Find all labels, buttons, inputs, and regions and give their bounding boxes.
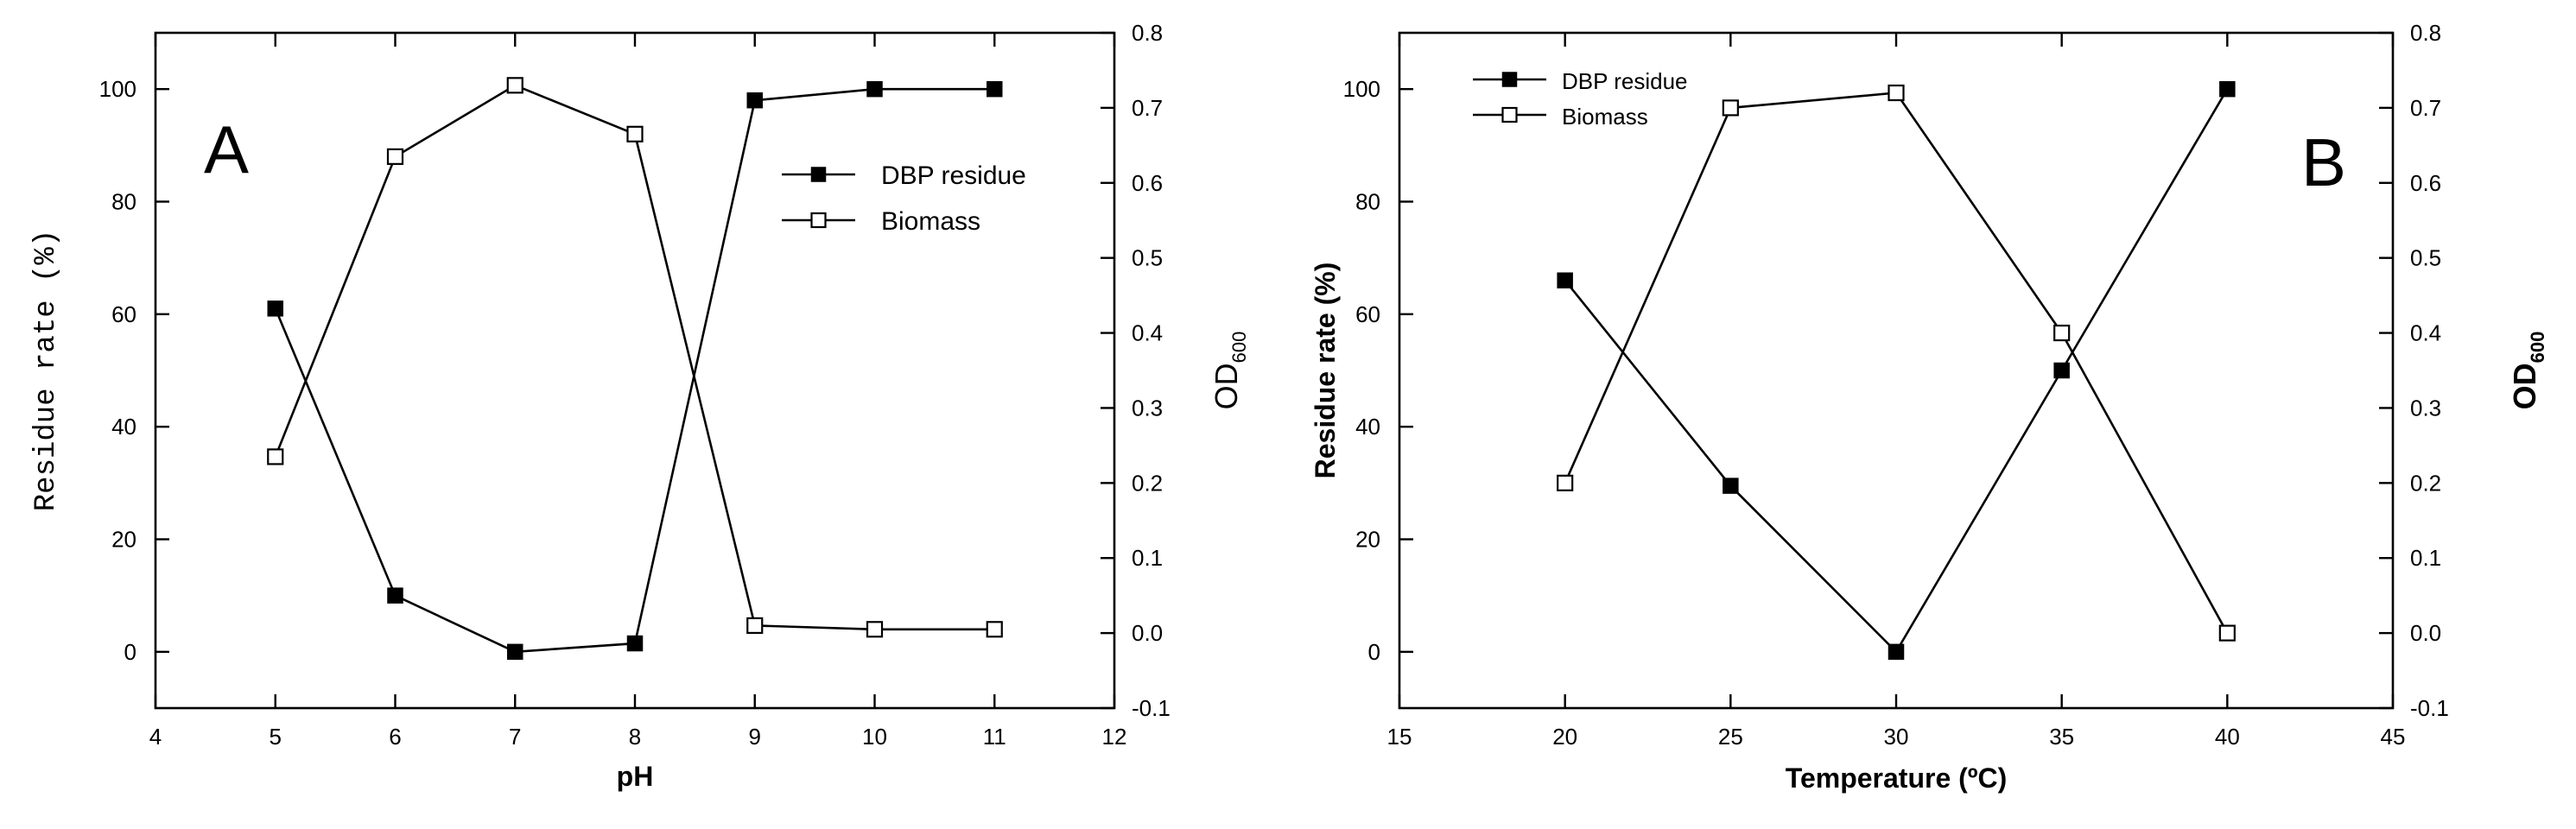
x-tick-label: 5 [270, 724, 282, 750]
panel-label: A [204, 111, 249, 187]
legend-biomass-label: Biomass [881, 207, 980, 236]
biomass-point [746, 617, 764, 635]
biomass-point [986, 621, 1003, 638]
dbp-residue-point [507, 643, 523, 661]
x-tick-label: 8 [629, 724, 641, 750]
dbp-residue-point [387, 587, 403, 604]
x-tick-label: 7 [509, 724, 521, 750]
biomass-point [1722, 99, 1739, 117]
y-left-tick-label: 100 [1343, 76, 1380, 102]
dbp-residue-point [987, 80, 1003, 98]
y-right-tick-label: 0.3 [2410, 395, 2441, 421]
x-axis-title: pH [617, 761, 654, 792]
legend-biomass-marker [810, 212, 827, 229]
legend-biomass-label: Biomass [1562, 104, 1648, 130]
y-right-axis-title-subscript: 600 [2527, 332, 2548, 364]
y-right-tick-label: 0.6 [1132, 170, 1163, 196]
x-axis-title: Temperature (ºC) [1786, 763, 2007, 794]
y-left-tick-label: 40 [111, 414, 136, 440]
x-tick-label: 10 [862, 724, 887, 750]
biomass-point [2053, 324, 2071, 342]
y-left-tick-label: 80 [111, 189, 136, 215]
y-right-axis-title: OD600 [2507, 332, 2548, 410]
dbp-residue-point [2053, 362, 2070, 379]
panel-b-chart: 15 20 25 30 35 40 45 0 20 40 60 80 100 -0.1 0.0 0.1 0.2 0… [1310, 20, 2548, 794]
y-left-tick-label: 20 [111, 527, 136, 553]
biomass-point [1888, 84, 1905, 102]
y-right-tick-label: 0.5 [1132, 245, 1163, 271]
biomass-point [2218, 624, 2236, 642]
y-right-tick-label: 0.4 [2410, 320, 2441, 346]
dbp-residue-point [1557, 272, 1573, 288]
biomass-point [506, 77, 523, 94]
y-right-tick-label: 0.7 [2410, 95, 2441, 121]
y-right-tick-label: 0.4 [1132, 320, 1163, 346]
legend-dbp-residue-marker [1501, 72, 1518, 87]
y-right-tick-label: 0.0 [2410, 620, 2441, 646]
y-right-axis-title-main: OD [1209, 363, 1244, 409]
dbp-residue-point [267, 301, 283, 317]
y-right-tick-label: 0.1 [2410, 545, 2441, 571]
dbp-residue-point [1888, 643, 1905, 661]
y-left-tick-label: 60 [111, 301, 136, 327]
y-left-tick-label: 100 [99, 76, 136, 102]
legend-dbp-residue-label: DBP residue [881, 161, 1026, 190]
x-tick-label: 30 [1884, 724, 1909, 750]
panel-label: B [2301, 124, 2346, 200]
y-right-axis-title-subscript: 600 [1228, 332, 1250, 364]
biomass-point [386, 148, 404, 165]
biomass-line [1564, 92, 2229, 634]
y-right-tick-label: -0.1 [1132, 695, 1171, 721]
dbp-residue-point [746, 92, 763, 109]
y-right-tick-label: 0.2 [1132, 470, 1163, 496]
x-tick-label: 6 [389, 724, 401, 750]
y-left-tick-label: 0 [124, 639, 136, 665]
x-tick-label: 11 [983, 724, 1006, 750]
y-right-tick-label: -0.1 [2410, 695, 2449, 721]
dbp-residue-point [866, 80, 883, 98]
y-left-tick-label: 40 [1355, 414, 1380, 440]
y-right-axis-title-main: OD [2507, 363, 2542, 409]
biomass-point [1557, 474, 1574, 491]
biomass-point [267, 448, 284, 465]
x-tick-label: 25 [1718, 724, 1743, 750]
x-tick-label: 35 [2049, 724, 2074, 750]
y-right-axis-title: OD600 [1209, 332, 1250, 410]
y-right-tick-label: 0.8 [2410, 20, 2441, 46]
x-tick-label: 45 [2381, 724, 2406, 750]
y-right-tick-label: 0.3 [1132, 395, 1163, 421]
dbp-residue-point [2219, 80, 2236, 98]
y-right-tick-label: 0.1 [1132, 545, 1163, 571]
x-tick-label: 20 [1552, 724, 1577, 750]
dbp-residue-point [1723, 478, 1739, 494]
y-right-tick-label: 0.7 [1132, 95, 1163, 121]
y-left-axis-title: Residue rate (%) [30, 230, 63, 511]
dbp-residue-point [626, 635, 644, 652]
x-tick-label: 4 [149, 724, 162, 750]
y-left-axis-title: Residue rate (%) [1310, 263, 1341, 479]
x-tick-label: 12 [1102, 724, 1127, 750]
panel-a-chart: 4 5 6 7 8 9 10 11 12 0 20 40 60 80 100 -0.1 0.0 0.1 0.2 0.3… [30, 20, 1250, 792]
biomass-point [866, 621, 884, 638]
y-left-tick-label: 20 [1355, 527, 1380, 553]
y-right-tick-label: 0.6 [2410, 170, 2441, 196]
x-tick-label: 15 [1387, 724, 1412, 750]
legend-biomass-marker [1501, 106, 1518, 123]
biomass-point [626, 125, 644, 142]
y-right-tick-label: 0.8 [1132, 20, 1163, 46]
x-tick-label: 40 [2215, 724, 2240, 750]
y-right-tick-label: 0.2 [2410, 470, 2441, 496]
plot-frame [1398, 31, 2395, 710]
legend-dbp-residue-marker [810, 167, 827, 182]
y-right-tick-label: 0.0 [1132, 620, 1163, 646]
dbp-residue-line [1564, 88, 2229, 654]
legend-dbp-residue-label: DBP residue [1562, 68, 1688, 94]
y-left-tick-label: 0 [1368, 639, 1380, 665]
y-left-tick-label: 80 [1355, 189, 1380, 215]
y-right-tick-label: 0.5 [2410, 245, 2441, 271]
y-left-tick-label: 60 [1355, 301, 1380, 327]
x-tick-label: 9 [749, 724, 761, 750]
